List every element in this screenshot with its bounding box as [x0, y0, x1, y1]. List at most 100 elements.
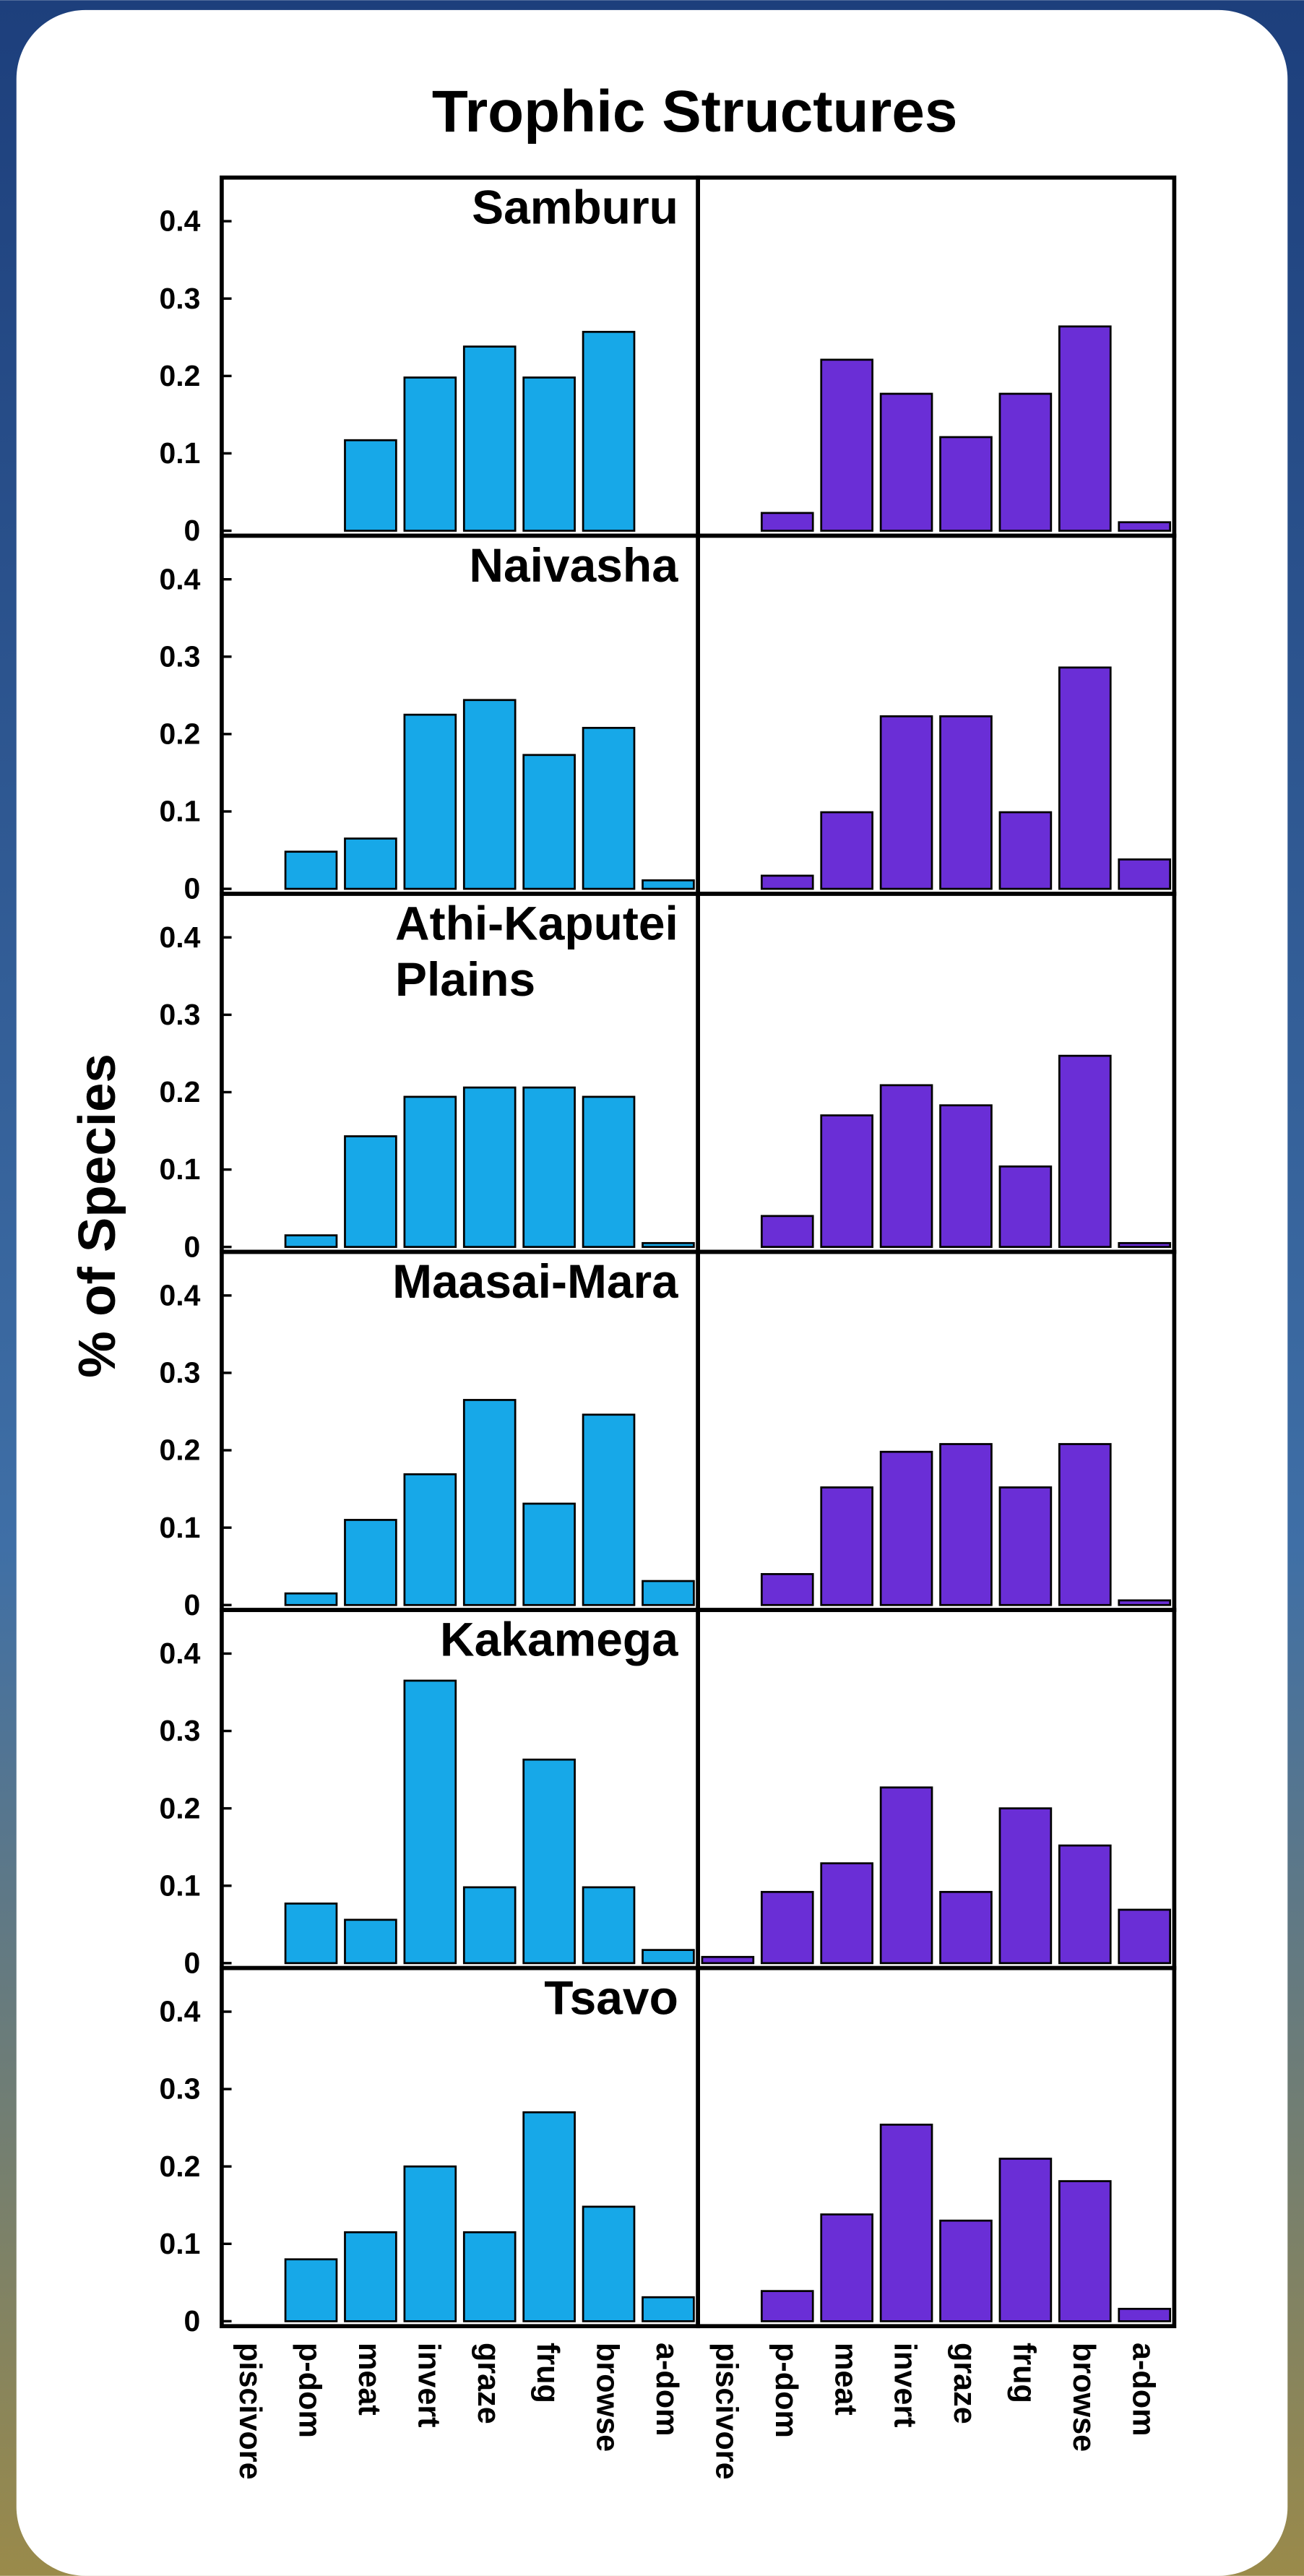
- bar: [285, 2260, 337, 2322]
- panel-title: Athi-Kaputei Plains: [395, 897, 678, 1009]
- x-tick-label: p-dom: [293, 2343, 327, 2438]
- y-tick-label: 0.3: [159, 639, 200, 673]
- bar: [583, 2207, 634, 2322]
- panel-title-box: Naivasha: [222, 539, 678, 703]
- panel-title-wrap: Kakamega: [222, 1614, 678, 1669]
- bar: [405, 1474, 456, 1605]
- bar: [821, 1864, 873, 1963]
- bar: [1119, 1243, 1170, 1246]
- bar: [881, 2124, 932, 2321]
- bar: [941, 716, 992, 889]
- panel-title: Kakamega: [440, 1614, 678, 1669]
- bar: [285, 1903, 337, 1963]
- bar: [941, 1106, 992, 1247]
- y-axis-label: % of Species: [68, 1054, 126, 1378]
- bar: [761, 513, 813, 531]
- bar: [524, 755, 575, 889]
- bar: [345, 1137, 396, 1247]
- bar: [583, 1415, 634, 1605]
- y-tick-label: 0: [184, 1946, 201, 1979]
- bar: [345, 838, 396, 889]
- y-tick-label: 0.4: [159, 1637, 200, 1670]
- y-tick-label: 0.1: [159, 2227, 200, 2260]
- bar: [583, 1887, 634, 1963]
- panel-title-box: Kakamega: [222, 1614, 678, 1778]
- bar: [1119, 1910, 1170, 1963]
- bar: [524, 1087, 575, 1247]
- panel-title-wrap: Naivasha: [222, 539, 678, 595]
- chart-title: Trophic Structures: [432, 79, 958, 145]
- bar: [524, 1504, 575, 1605]
- y-tick-label: 0.3: [159, 282, 200, 315]
- bar: [1059, 1056, 1110, 1247]
- bar: [821, 360, 873, 531]
- bar: [643, 1950, 694, 1963]
- y-tick-label: 0.1: [159, 1511, 200, 1544]
- bar: [1000, 394, 1051, 531]
- y-tick-label: 0.2: [159, 1075, 200, 1108]
- bar: [1000, 2159, 1051, 2322]
- x-tick-label: frug: [1006, 2343, 1041, 2403]
- x-tick-label: browse: [590, 2343, 625, 2452]
- bar: [1119, 859, 1170, 889]
- x-tick-label: meat: [352, 2343, 387, 2416]
- y-tick-label: 0.3: [159, 1714, 200, 1747]
- x-tick-label: piscivore: [233, 2343, 267, 2480]
- x-tick-label: graze: [471, 2343, 506, 2424]
- x-tick-label: piscivore: [709, 2343, 743, 2480]
- panel-title-wrap: Samburu: [222, 181, 678, 236]
- y-tick-label: 0.4: [159, 562, 200, 595]
- bar: [702, 1957, 754, 1963]
- bar: [1059, 1444, 1110, 1605]
- bar: [643, 2297, 694, 2321]
- y-tick-label: 0: [184, 2304, 201, 2338]
- x-tick-label: a-dom: [1126, 2343, 1160, 2437]
- panel-title: Naivasha: [469, 539, 678, 595]
- y-tick-label: 0.4: [159, 1278, 200, 1311]
- bar: [583, 1097, 634, 1247]
- bar: [821, 2215, 873, 2322]
- bar: [881, 394, 932, 531]
- bar: [285, 1236, 337, 1247]
- y-tick-label: 0.3: [159, 998, 200, 1031]
- bar: [941, 1892, 992, 1963]
- bar: [821, 812, 873, 889]
- bar: [881, 1788, 932, 1963]
- bar: [761, 1892, 813, 1963]
- x-tick-label: browse: [1066, 2343, 1101, 2452]
- bar: [405, 377, 456, 530]
- bar: [464, 347, 515, 531]
- bar: [464, 1400, 515, 1605]
- y-tick-label: 0: [184, 1588, 201, 1621]
- bar: [881, 716, 932, 889]
- bar: [583, 332, 634, 530]
- x-tick-label: graze: [947, 2343, 982, 2424]
- x-tick-label: a-dom: [649, 2343, 684, 2437]
- y-tick-label: 0.3: [159, 1356, 200, 1390]
- bar: [1000, 812, 1051, 889]
- bar: [761, 2291, 813, 2322]
- chart: Trophic Structures % of Species 0 0.1 0.2 0…: [0, 0, 1304, 2576]
- bar: [941, 1444, 992, 1605]
- panel-title-box: Samburu: [222, 181, 678, 345]
- y-tick-label: 0.2: [159, 2150, 200, 2183]
- bar: [524, 2112, 575, 2321]
- bar: [464, 1087, 515, 1247]
- y-tick-label: 0.4: [159, 204, 200, 238]
- bar: [941, 2220, 992, 2321]
- bar: [1119, 522, 1170, 531]
- bar: [881, 1085, 932, 1247]
- x-tick-label: invert: [888, 2343, 923, 2428]
- y-tick-label: 0.2: [159, 1791, 200, 1825]
- bar: [1059, 2181, 1110, 2322]
- bar: [464, 2232, 515, 2321]
- bar: [285, 1593, 337, 1605]
- bar: [405, 1097, 456, 1247]
- bar: [761, 1574, 813, 1605]
- bar: [821, 1116, 873, 1247]
- y-tick-label: 0.1: [159, 436, 200, 470]
- x-tick-label: frug: [530, 2343, 565, 2403]
- y-tick-label: 0.4: [159, 921, 200, 954]
- panel-title: Maasai-Mara: [392, 1255, 678, 1311]
- bar: [583, 728, 634, 889]
